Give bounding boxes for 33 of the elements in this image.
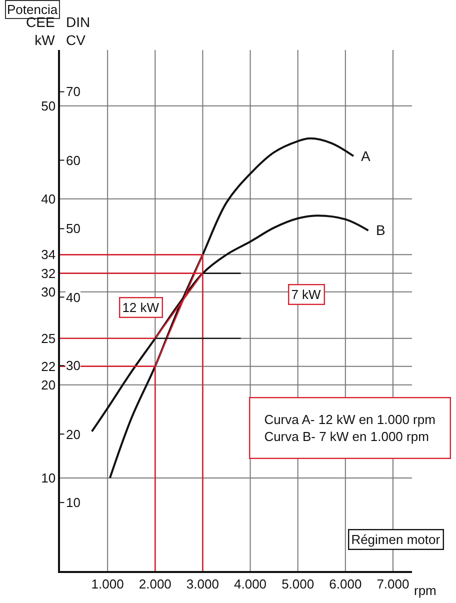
- y-tick-label: 20: [41, 377, 56, 392]
- x-tick-label: 1.000: [91, 576, 124, 592]
- annotation: 12 kW: [122, 300, 160, 316]
- series-label: A: [361, 148, 371, 164]
- x-tick-label: 5.000: [282, 576, 314, 592]
- y-tick-label: 22: [41, 358, 56, 374]
- x-axis-title: rpm: [414, 583, 436, 598]
- annotation: Régimen motor: [351, 532, 441, 548]
- y-tick-label: 50: [41, 98, 56, 114]
- x-tick-label: 7.000: [376, 576, 410, 592]
- y2-tick-label: 60: [66, 153, 80, 168]
- y2-tick-label: 40: [66, 290, 80, 305]
- chart-title: Potencia: [7, 2, 58, 17]
- y2-tick-label: 20: [66, 427, 80, 442]
- x-tick-label: 2.000: [138, 576, 172, 592]
- x-tick-label: 4.000: [234, 576, 267, 592]
- y-tick-label: 25: [41, 330, 56, 346]
- annotation: 7 kW: [291, 287, 322, 302]
- y-tick-label: 34: [41, 247, 56, 262]
- y2-tick-label: 10: [66, 495, 80, 510]
- y2-tick-label: 50: [66, 221, 80, 236]
- series-label: B: [376, 222, 386, 238]
- y-tick-label: 32: [41, 266, 56, 281]
- y2-tick-label: 30: [66, 358, 80, 373]
- y-tick-label: 40: [41, 191, 56, 206]
- annotation: Curva A- 12 kW en 1.000 rpm Curva B- 7 kW en 1.000 rpm: [264, 412, 436, 444]
- y2-axis-title: DIN CV: [66, 14, 90, 48]
- x-tick-label: 6.000: [329, 576, 362, 592]
- y-tick-label: 10: [41, 470, 56, 486]
- y-axis-title: CEE kW: [26, 14, 56, 48]
- x-tick-label: 3.000: [186, 576, 219, 592]
- y-tick-label: 30: [41, 284, 56, 300]
- y2-tick-label: 70: [66, 84, 80, 99]
